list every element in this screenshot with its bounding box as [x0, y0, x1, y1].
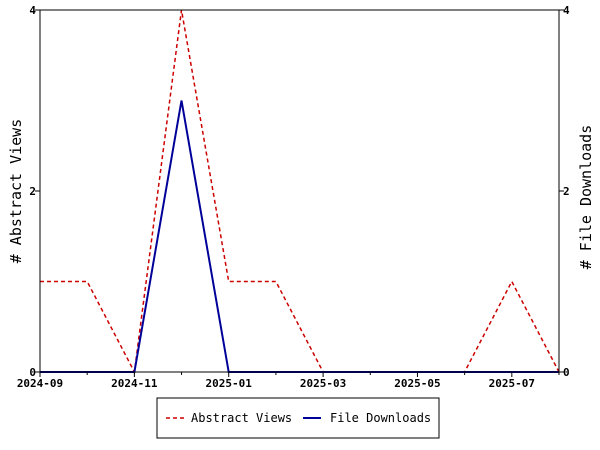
plot-frame	[39, 9, 560, 373]
legend-box	[156, 397, 440, 439]
y-axis-right-title: # File Downloads	[577, 125, 595, 270]
y-left-tick-label: 2	[29, 185, 36, 198]
series-line-file-downloads	[40, 100, 559, 373]
y-right-tick-label: 4	[563, 4, 570, 17]
plot-area	[40, 9, 560, 375]
legend-label-abstract-views: Abstract Views	[191, 411, 292, 425]
y-right-tick-label: 2	[563, 185, 570, 198]
x-tick-label: 2024-11	[111, 377, 158, 390]
legend-label-file-downloads: File Downloads	[330, 411, 431, 425]
y-left-tick-label: 4	[29, 4, 36, 17]
x-tick-label: 2025-07	[489, 377, 535, 390]
x-tick-label: 2025-03	[300, 377, 346, 390]
x-tick-label: 2025-01	[206, 377, 253, 390]
axes: 2024-09 2024-11 2025-01 2025-03 2025-05 2025-…	[17, 4, 570, 390]
series-line-abstract-views	[40, 9, 560, 375]
y-right-tick-label: 0	[563, 366, 570, 379]
x-tick-label: 2025-05	[394, 377, 440, 390]
y-left-tick-label: 0	[29, 366, 36, 379]
y-axis-left-title: # Abstract Views	[7, 119, 25, 264]
legend: Abstract Views File Downloads	[156, 397, 440, 439]
x-tick-label: 2024-09	[17, 377, 63, 390]
